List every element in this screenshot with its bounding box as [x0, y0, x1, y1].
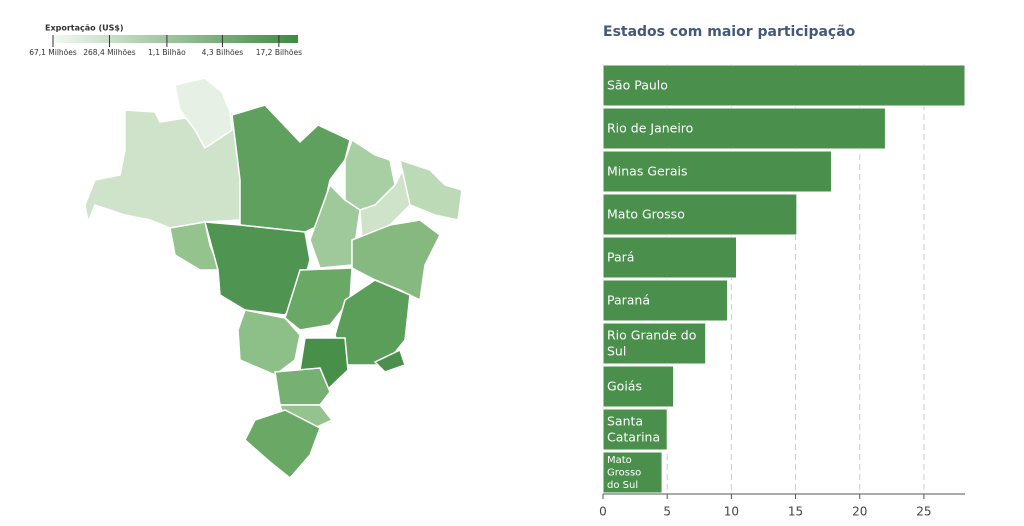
state-amapa — [268, 83, 319, 141]
legend-title: Exportação (US$) — [45, 24, 124, 33]
state-rio — [373, 348, 406, 373]
bar — [602, 365, 675, 408]
bar — [602, 150, 832, 193]
chart-title: Estados com maior participação — [603, 24, 856, 40]
bar — [602, 64, 966, 107]
x-tick-label: 20 — [852, 505, 867, 519]
bar-label: Santa Catarina — [607, 413, 660, 444]
bar-label: Goiás — [607, 378, 642, 393]
state-nordeste — [398, 158, 463, 221]
bar-label: São Paulo — [607, 77, 668, 92]
bar-label: Rio de Janeiro — [607, 120, 693, 135]
color-legend: Exportação (US$) — [45, 24, 298, 43]
state-roraima — [174, 77, 233, 150]
x-tick-label: 15 — [788, 505, 803, 519]
bar — [602, 408, 668, 451]
legend-tick-label: 67,1 Milhões — [29, 48, 77, 57]
bar-label: Paraná — [607, 292, 650, 307]
state-rio-grande-do-sul — [244, 409, 321, 480]
bar-label: Mato Grosso do Sul — [607, 455, 641, 491]
legend-tick-label: 4,3 Bilhões — [202, 48, 244, 57]
x-tick-label: 10 — [724, 505, 739, 519]
bar — [602, 279, 729, 322]
bar — [602, 193, 798, 236]
bar — [602, 107, 886, 150]
x-tick-label: 0 — [599, 505, 607, 519]
x-tick-label: 5 — [663, 505, 671, 519]
legend-tick-label: 268,4 Milhões — [83, 48, 135, 57]
bar — [602, 322, 707, 365]
map — [84, 77, 463, 480]
bar-label: Rio Grande do Sul — [607, 327, 696, 358]
state-bahia — [351, 219, 441, 302]
bar-label: Pará — [607, 249, 634, 264]
state-para — [231, 104, 351, 233]
bar-label: Mato Grosso — [607, 206, 685, 221]
x-tick-label: 25 — [916, 505, 931, 519]
state-mato-grosso-do-sul — [237, 309, 301, 376]
color-bar — [53, 35, 298, 43]
legend-tick-label: 1,1 Bilhão — [148, 48, 186, 57]
bar-label: Minas Gerais — [607, 163, 688, 178]
bar — [602, 236, 738, 279]
legend-tick-label: 17,2 Bilhões — [256, 48, 302, 57]
state-parana — [274, 367, 331, 406]
bar — [602, 451, 663, 494]
